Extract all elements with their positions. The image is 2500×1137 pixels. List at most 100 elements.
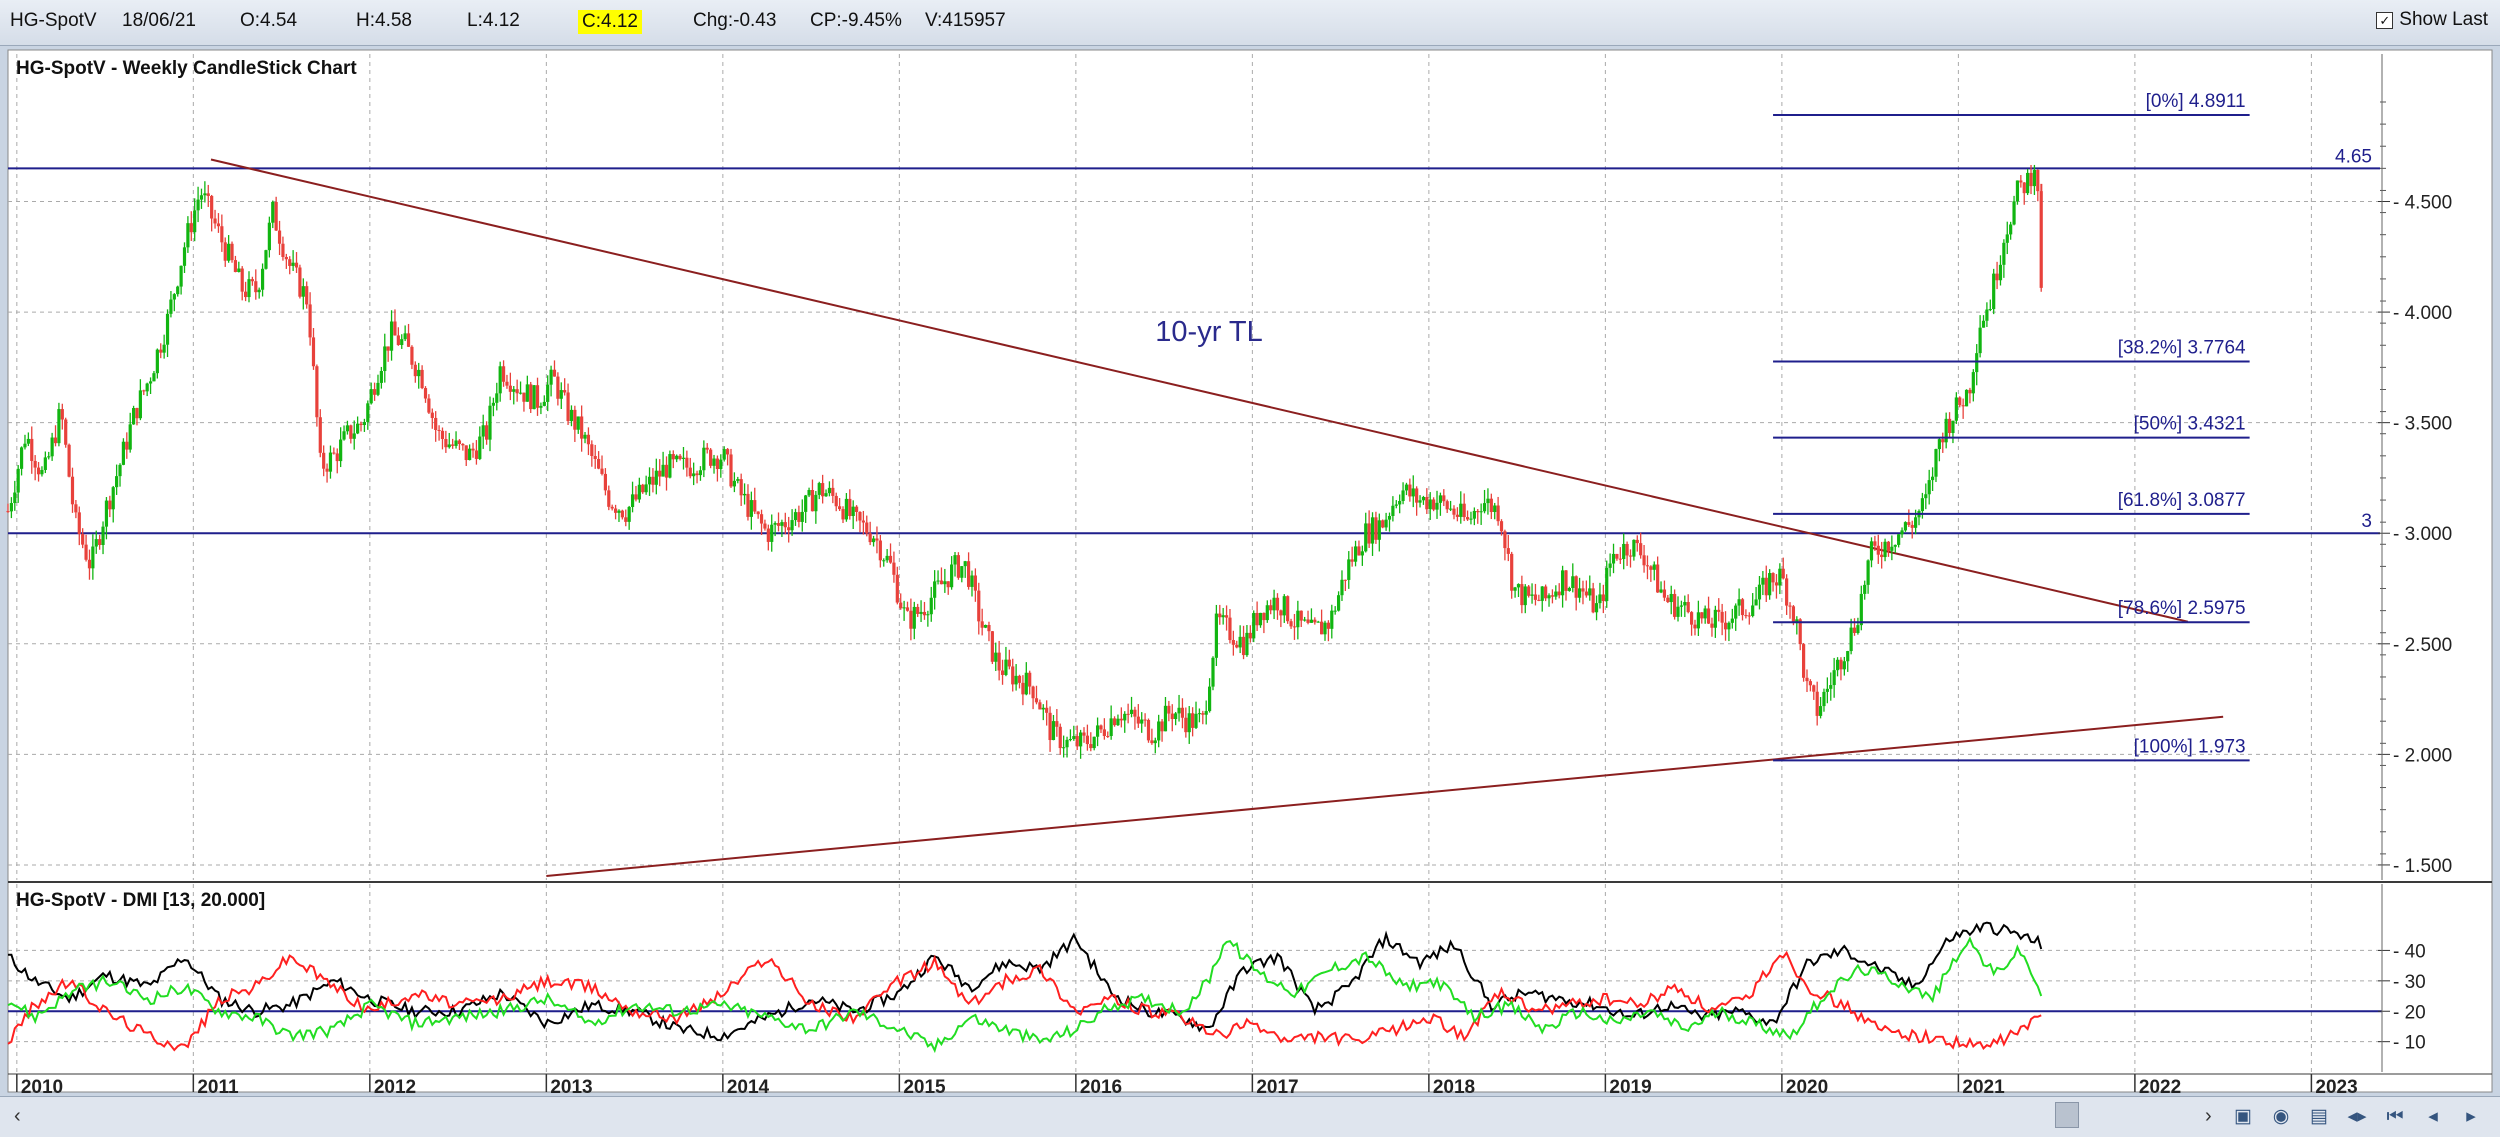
change-value: Chg:-0.43 — [693, 10, 777, 31]
up-candle-body — [919, 611, 923, 614]
down-candle-body — [1947, 418, 1952, 434]
up-candle-body — [1079, 732, 1083, 747]
up-candle-body — [1594, 603, 1599, 613]
down-candle-body — [36, 467, 41, 475]
step-left-icon[interactable]: ◂ — [2428, 1106, 2438, 1127]
horizontal-level-label: 3 — [2361, 511, 2372, 532]
down-candle-body — [1326, 622, 1330, 629]
up-candle-body — [583, 434, 587, 439]
down-candle-body — [1201, 713, 1205, 715]
up-candle-body — [1207, 686, 1212, 712]
up-candle-body — [1703, 608, 1707, 619]
go-start-icon[interactable]: ⏮ — [2386, 1106, 2404, 1127]
down-candle-body — [1160, 721, 1164, 732]
toolbar-icon-1[interactable]: ▣ — [2234, 1106, 2252, 1127]
down-candle-body — [1269, 605, 1273, 611]
toolbar-icon-2[interactable]: ◉ — [2272, 1106, 2290, 1127]
step-right-icon[interactable]: ▸ — [2466, 1106, 2476, 1127]
show-last-checkbox[interactable]: ✓ — [2376, 11, 2394, 29]
down-candle-body — [841, 509, 845, 520]
up-candle-body — [498, 366, 502, 394]
up-candle-body — [885, 555, 889, 561]
down-candle-body — [1574, 576, 1578, 598]
up-candle-body — [379, 371, 383, 383]
dmi-tick-label: - 10 — [2393, 1033, 2426, 1054]
down-candle-body — [277, 230, 282, 244]
up-candle-body — [807, 490, 811, 496]
down-candle-body — [53, 437, 58, 444]
down-candle-body — [868, 533, 872, 543]
up-candle-body — [1751, 605, 1755, 616]
down-candle-body — [1102, 729, 1106, 736]
down-candle-body — [1740, 599, 1745, 616]
up-candle-body — [193, 210, 197, 233]
down-candle-body — [1876, 545, 1880, 555]
down-candle-body — [1408, 484, 1412, 497]
up-candle-body — [328, 452, 333, 472]
show-last-toggle[interactable]: ✓ Show Last — [2376, 9, 2488, 31]
up-candle-body — [546, 384, 550, 402]
up-candle-body — [182, 247, 187, 266]
down-candle-body — [620, 510, 624, 518]
up-candle-body — [267, 222, 271, 251]
fib-level-label: [78.6%] 2.5975 — [2118, 598, 2246, 619]
down-candle-body — [1021, 682, 1025, 695]
down-candle-body — [1136, 716, 1140, 724]
toolbar-icon-3[interactable]: ▤ — [2310, 1106, 2328, 1127]
year-tick-label: 2020 — [1786, 1077, 1828, 1096]
down-candle-body — [485, 425, 489, 440]
down-candle-body — [1248, 632, 1252, 639]
up-candle-body — [630, 494, 635, 507]
up-candle-body — [953, 555, 957, 565]
scroll-thumb[interactable] — [2055, 1102, 2079, 1128]
up-candle-body — [1829, 685, 1833, 689]
down-candle-body — [474, 450, 479, 459]
up-candle-body — [742, 493, 747, 496]
down-candle-body — [1710, 623, 1714, 628]
fib-level-label: [100%] 1.973 — [2134, 736, 2246, 757]
up-candle-body — [1398, 500, 1402, 505]
down-candle-body — [1788, 605, 1792, 607]
down-candle-body — [756, 511, 760, 515]
dmi-series-line-1 — [8, 921, 2043, 1042]
up-candle-body — [1530, 594, 1534, 596]
pan-icon[interactable]: ◂▸ — [2347, 1106, 2367, 1127]
up-candle-body — [1493, 505, 1497, 513]
up-candle-body — [1737, 599, 1741, 606]
up-candle-body — [1163, 705, 1168, 732]
down-candle-body — [1873, 541, 1877, 546]
down-candle-body — [1808, 681, 1812, 686]
down-candle-body — [254, 281, 258, 293]
up-candle-body — [1448, 508, 1453, 510]
up-candle-body — [1669, 593, 1673, 603]
down-candle-body — [1224, 615, 1229, 618]
down-candle-body — [1791, 606, 1796, 623]
price-tick-label: - 3.000 — [2393, 524, 2452, 545]
up-candle-body — [362, 422, 367, 426]
scroll-right-arrow[interactable]: › — [2205, 1105, 2212, 1127]
down-candle-body — [1802, 644, 1806, 678]
down-candle-body — [759, 514, 764, 524]
year-tick-label: 2019 — [1609, 1077, 1651, 1096]
down-candle-body — [1442, 495, 1446, 502]
down-candle-body — [1506, 548, 1510, 554]
down-candle-body — [515, 389, 519, 394]
time-scrollbar[interactable]: ‹ › ▣ ◉ ▤ ◂▸ ⏮ ◂ ▸ — [0, 1096, 2500, 1137]
down-candle-body — [64, 419, 68, 445]
down-candle-body — [858, 511, 862, 521]
up-candle-body — [882, 560, 886, 562]
up-candle-body — [637, 484, 641, 500]
up-candle-body — [1014, 675, 1018, 685]
up-candle-body — [1696, 612, 1700, 629]
down-candle-body — [834, 495, 838, 507]
up-candle-body — [518, 392, 523, 394]
down-candle-body — [1706, 608, 1711, 624]
up-candle-body — [790, 520, 794, 531]
scroll-left-arrow[interactable]: ‹ — [14, 1105, 21, 1127]
down-candle-body — [501, 366, 506, 382]
up-candle-body — [454, 440, 458, 446]
up-candle-body — [1540, 586, 1544, 601]
down-candle-body — [1686, 602, 1690, 613]
up-candle-body — [1588, 588, 1592, 596]
